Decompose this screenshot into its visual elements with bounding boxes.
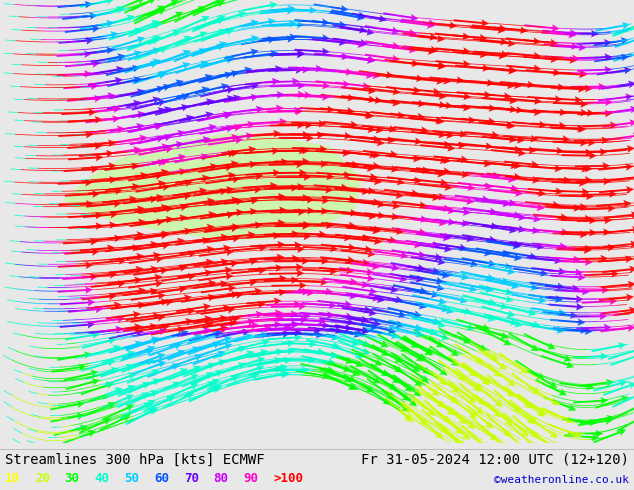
Text: Streamlines 300 hPa [kts] ECMWF: Streamlines 300 hPa [kts] ECMWF bbox=[5, 453, 265, 467]
Text: 10: 10 bbox=[5, 472, 20, 485]
Text: ©weatheronline.co.uk: ©weatheronline.co.uk bbox=[494, 475, 629, 485]
Text: 40: 40 bbox=[94, 472, 110, 485]
Text: 90: 90 bbox=[243, 472, 259, 485]
Text: 80: 80 bbox=[214, 472, 229, 485]
Text: >100: >100 bbox=[273, 472, 303, 485]
Text: 60: 60 bbox=[154, 472, 169, 485]
Text: Fr 31-05-2024 12:00 UTC (12+120): Fr 31-05-2024 12:00 UTC (12+120) bbox=[361, 453, 629, 467]
Text: 30: 30 bbox=[65, 472, 80, 485]
Text: 70: 70 bbox=[184, 472, 199, 485]
Text: 50: 50 bbox=[124, 472, 139, 485]
Text: 20: 20 bbox=[35, 472, 50, 485]
Polygon shape bbox=[63, 133, 361, 240]
